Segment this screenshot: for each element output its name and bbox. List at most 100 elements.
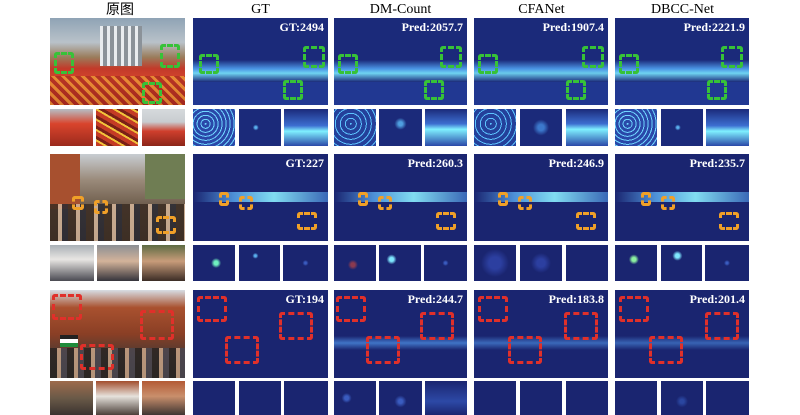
flag <box>60 335 78 347</box>
density-band <box>193 192 328 202</box>
header-cfanet: CFANet <box>518 2 565 17</box>
density-band <box>193 60 328 82</box>
dbcc-net-pred-row3: Pred:201.4 <box>689 292 745 306</box>
header-dbcc-net: DBCC-Net <box>651 2 714 17</box>
roi-box <box>80 344 114 370</box>
density-crop-dbcc-net-row1-1 <box>615 109 657 146</box>
density-crop-gt-row3-2 <box>239 381 281 415</box>
density-band-lower <box>615 82 749 105</box>
roi-box <box>564 312 598 340</box>
roi-box <box>142 82 162 104</box>
density-band-lower <box>474 82 608 105</box>
density-crop-dm-count-row2-3 <box>424 245 467 281</box>
header-gt: GT <box>251 2 270 17</box>
density-map-dm-count-row3: Pred:244.7 <box>334 290 467 378</box>
original-photo-row1 <box>50 18 185 105</box>
density-crop-dm-count-row3-3 <box>425 381 467 415</box>
density-crop-dbcc-net-row1-3 <box>706 109 749 146</box>
density-crop-dm-count-row1-1 <box>334 109 376 146</box>
roi-box <box>420 312 454 340</box>
density-band-lower <box>193 82 328 105</box>
roi-box <box>478 296 508 322</box>
crop-row3-3 <box>142 381 185 415</box>
density-band <box>615 192 749 202</box>
crop-row1-1 <box>50 109 93 146</box>
density-crop-gt-row1-1 <box>193 109 235 146</box>
density-band <box>334 192 467 202</box>
header-original-image: 原图 <box>106 2 134 18</box>
roi-box <box>649 336 683 364</box>
roi-box <box>52 294 82 320</box>
density-crop-cfanet-row3-3 <box>566 381 608 415</box>
density-crop-cfanet-row1-2 <box>520 109 562 146</box>
density-band-lower <box>334 82 467 105</box>
roi-box <box>156 216 176 234</box>
roi-box <box>424 80 444 100</box>
density-crop-dbcc-net-row1-2 <box>661 109 703 146</box>
cfanet-pred-row3: Pred:183.8 <box>548 292 604 306</box>
roi-box <box>72 196 84 210</box>
roi-box <box>160 44 180 68</box>
roi-box <box>366 336 400 364</box>
crop-row2-1 <box>50 245 94 281</box>
original-photo-row2 <box>50 154 185 241</box>
roi-box <box>94 200 108 214</box>
density-map-dbcc-net-row1: Pred:2221.9 <box>615 18 749 105</box>
crop-row2-2 <box>97 245 139 281</box>
roi-box <box>440 46 462 68</box>
density-map-gt-row1: GT:2494 <box>193 18 328 105</box>
density-crop-gt-row2-3 <box>283 245 328 281</box>
roi-box <box>54 52 74 74</box>
density-crop-gt-row3-1 <box>193 381 235 415</box>
density-crop-gt-row2-1 <box>193 245 235 281</box>
density-crop-dm-count-row1-3 <box>425 109 467 146</box>
density-map-cfanet-row3: Pred:183.8 <box>474 290 608 378</box>
roi-box <box>721 46 743 68</box>
dm-count-pred-row1: Pred:2057.7 <box>401 20 463 34</box>
density-map-dbcc-net-row3: Pred:201.4 <box>615 290 749 378</box>
roi-box <box>619 296 649 322</box>
density-crop-cfanet-row2-1 <box>474 245 516 281</box>
density-band <box>474 192 608 202</box>
crop-row1-2 <box>96 109 138 146</box>
gt-count-row3: GT:194 <box>285 292 324 306</box>
density-crop-cfanet-row3-1 <box>474 381 516 415</box>
building-columns <box>100 26 142 66</box>
header-dm-count: DM-Count <box>369 2 432 17</box>
roi-box <box>498 192 508 206</box>
roi-box <box>358 192 368 206</box>
dbcc-net-pred-row2: Pred:235.7 <box>689 156 745 170</box>
original-photo-row3 <box>50 290 185 378</box>
density-crop-cfanet-row1-1 <box>474 109 516 146</box>
cfanet-pred-row1: Pred:1907.4 <box>542 20 604 34</box>
density-crop-dm-count-row2-2 <box>379 245 421 281</box>
density-crop-cfanet-row2-2 <box>520 245 562 281</box>
density-map-cfanet-row2: Pred:246.9 <box>474 154 608 241</box>
roi-box <box>378 196 392 210</box>
density-map-cfanet-row1: Pred:1907.4 <box>474 18 608 105</box>
roi-box <box>508 336 542 364</box>
density-crop-dm-count-row3-2 <box>379 381 422 415</box>
roi-box <box>641 192 651 206</box>
dm-count-pred-row2: Pred:260.3 <box>407 156 463 170</box>
roi-box <box>225 336 259 364</box>
dbcc-net-pred-row1: Pred:2221.9 <box>683 20 745 34</box>
density-crop-gt-row2-2 <box>239 245 280 281</box>
density-crop-gt-row1-3 <box>284 109 328 146</box>
roi-box <box>303 46 325 68</box>
density-crop-dm-count-row1-2 <box>379 109 422 146</box>
density-crop-dm-count-row2-1 <box>334 245 376 281</box>
roi-box <box>719 212 739 230</box>
density-band <box>334 60 467 82</box>
roi-box <box>582 46 604 68</box>
density-map-dm-count-row1: Pred:2057.7 <box>334 18 467 105</box>
roi-box <box>239 196 253 210</box>
density-crop-dbcc-net-row2-1 <box>615 245 657 281</box>
roi-box <box>336 296 366 322</box>
density-map-dbcc-net-row2: Pred:235.7 <box>615 154 749 241</box>
roi-box <box>197 296 227 322</box>
roi-box <box>283 80 303 100</box>
density-band <box>474 60 608 82</box>
roi-box <box>566 80 586 100</box>
roi-box <box>279 312 313 340</box>
